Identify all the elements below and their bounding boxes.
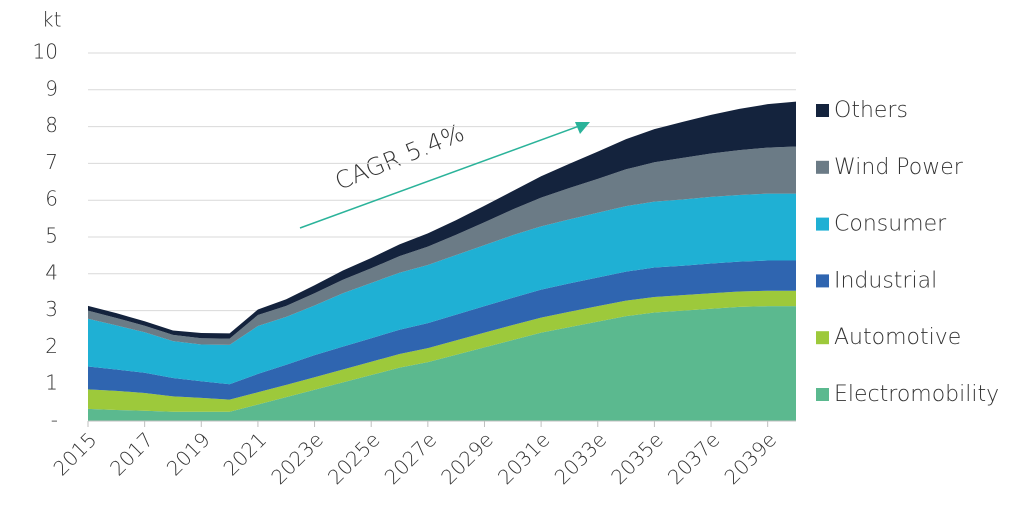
y-tick-label: 3 [45, 297, 58, 321]
annotation: CAGR 5.4% [331, 118, 468, 195]
legend-label: Consumer [834, 212, 947, 237]
x-tick-label: 2029e [436, 427, 498, 489]
y-tick-label: 10 [33, 40, 58, 64]
legend-label: Wind Power [834, 155, 964, 180]
legend-swatch [816, 160, 829, 174]
legend-swatch [816, 217, 829, 231]
legend-swatch [816, 104, 829, 117]
y-axis-label: kt [42, 8, 61, 32]
area [88, 260, 796, 400]
y-tick-label: - [51, 408, 58, 432]
x-tick-label: 2021 [218, 427, 271, 480]
arrow [299, 124, 583, 229]
y-tick-label: 9 [45, 76, 58, 100]
y-tick-label: 4 [45, 260, 58, 284]
legend-label: Automotive [834, 325, 961, 350]
area [88, 146, 796, 345]
legend-swatch [816, 388, 829, 401]
legend-label: Electromobility [834, 382, 999, 407]
y-tick-label: 7 [45, 150, 58, 174]
x-tick-label: 2019 [162, 427, 215, 480]
x-tick-label: 2025e [323, 427, 385, 489]
legend-swatch [816, 331, 829, 345]
legend-label: Others [834, 98, 908, 123]
y-tick-label: 2 [45, 334, 58, 358]
arrow-head [575, 122, 590, 134]
area [88, 290, 796, 412]
x-tick-label: 2037e [663, 427, 725, 489]
y-tick-label: 6 [45, 187, 58, 211]
x-tick-label: 2027e [380, 427, 442, 489]
area [88, 193, 796, 385]
x-tick-label: 2031e [493, 427, 555, 489]
y-tick-label: 8 [45, 113, 58, 137]
area [88, 101, 796, 339]
x-tick-label: 2035e [606, 427, 668, 489]
legend-swatch [816, 274, 829, 288]
area [88, 306, 796, 421]
x-tick-label: 2023e [266, 427, 328, 489]
x-tick-label: 2017 [105, 427, 158, 480]
y-tick-label: 1 [45, 371, 58, 395]
x-tick-label: 2015 [48, 427, 101, 480]
y-tick-label: 5 [45, 224, 58, 248]
legend-label: Industrial [834, 268, 937, 293]
x-tick-label: 2033e [550, 427, 612, 489]
x-tick-label: 2039e [719, 427, 781, 489]
